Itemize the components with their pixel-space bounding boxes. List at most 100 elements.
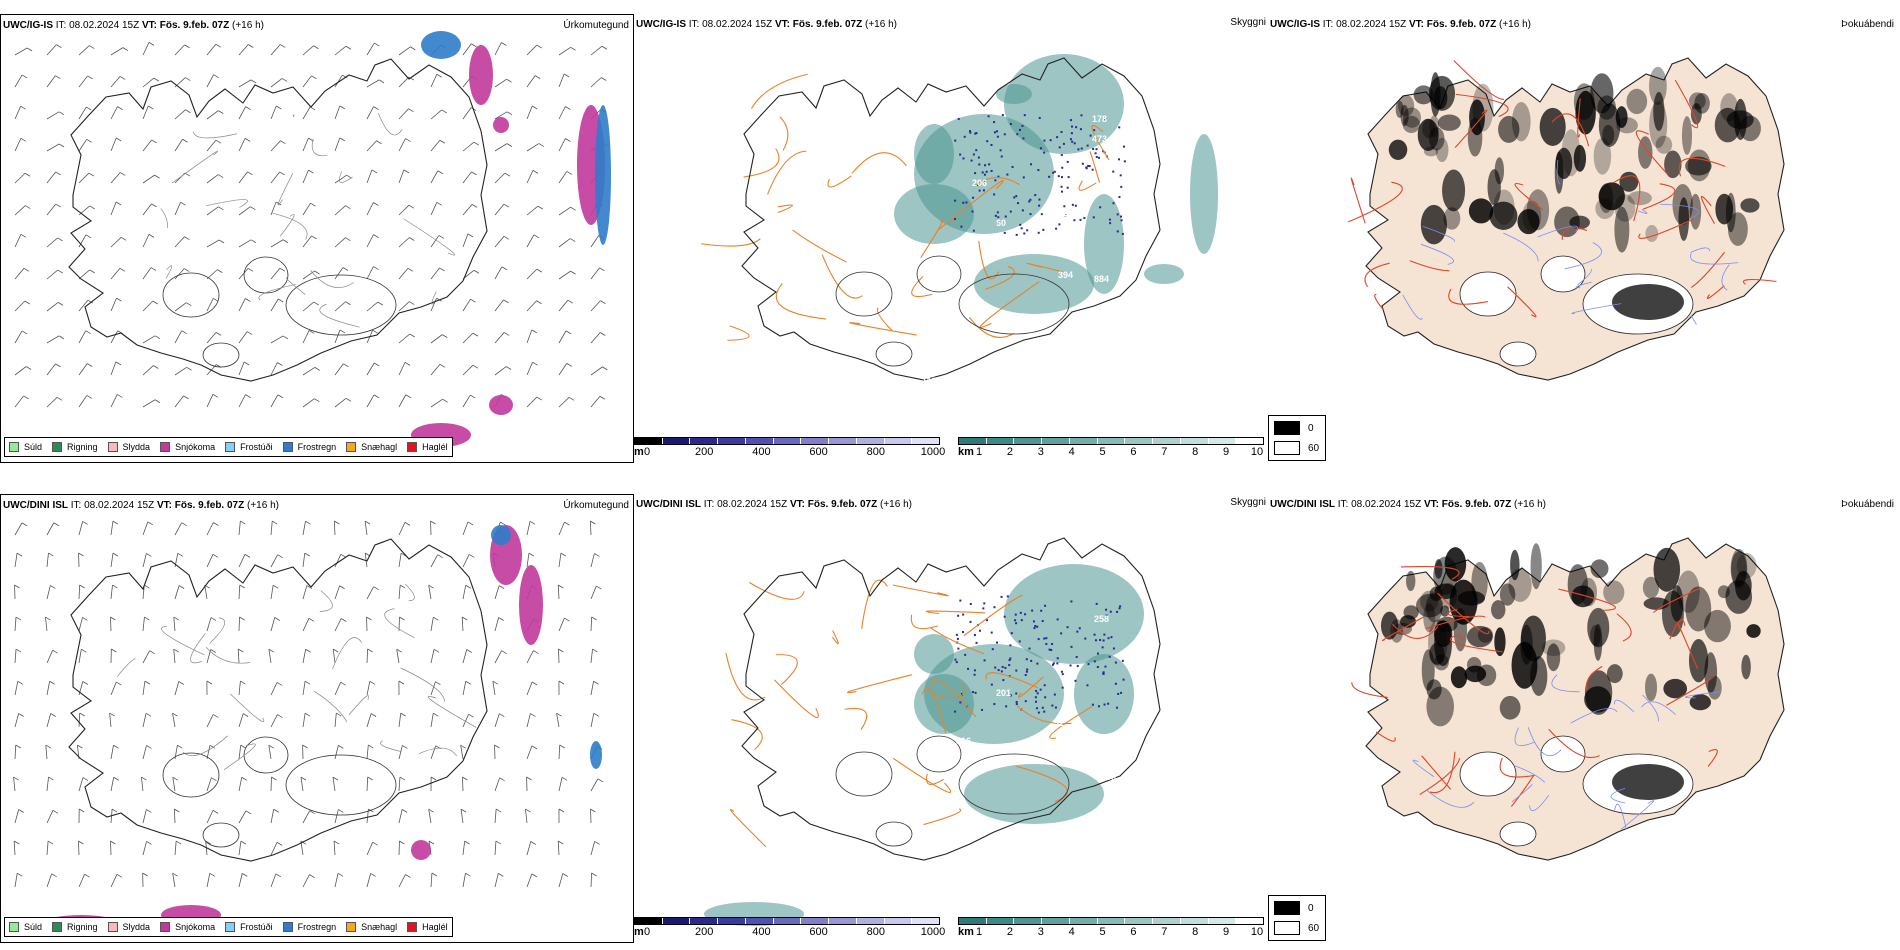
cloud-dot <box>1009 644 1012 647</box>
fog-blob <box>1554 151 1564 194</box>
precip-legend-item: Snjókoma <box>160 922 215 932</box>
cloud-dot <box>990 683 993 686</box>
fog-blob <box>1413 85 1434 105</box>
cloud-dot <box>954 658 957 661</box>
cloud-dot <box>1043 637 1046 640</box>
cloud-dot <box>1052 171 1055 174</box>
panel-corner-label: Skyggni <box>1230 497 1266 508</box>
cloud-dot <box>1015 692 1018 695</box>
cloud-dot <box>1062 142 1065 145</box>
cloud-dot <box>1120 185 1123 188</box>
cloud-dot <box>1094 639 1097 642</box>
fog-blob <box>1638 136 1653 169</box>
cloud-dot <box>1114 661 1117 664</box>
cloud-dot <box>1122 678 1125 681</box>
cloud-dot <box>1112 170 1115 173</box>
colorbar-swatch <box>690 918 719 924</box>
fog-blob <box>1649 66 1667 106</box>
cloud-dot <box>1029 198 1032 201</box>
cloud-base-label: 83 <box>1106 772 1116 782</box>
cloud-dot <box>1092 147 1095 150</box>
coastline <box>741 537 1161 861</box>
legend-swatch <box>407 442 418 452</box>
cloud-dot <box>979 629 982 632</box>
fog-blob <box>1575 90 1596 135</box>
cloud-dot <box>1109 610 1112 613</box>
colorbar-tick: 2 <box>1006 926 1013 938</box>
cloud-base-label: 60 <box>996 218 1006 228</box>
fog-blob <box>1685 156 1712 176</box>
cloud-dot <box>1026 668 1029 671</box>
fog-blob <box>1584 670 1613 715</box>
legend-label: 0 <box>1308 422 1314 434</box>
cloud-dot <box>975 641 978 644</box>
fog-blob <box>1469 99 1485 136</box>
fog-blob <box>1612 764 1684 800</box>
cloud-dot <box>983 173 986 176</box>
cloud-dot <box>1008 664 1011 667</box>
cloud-dot <box>999 149 1002 152</box>
glaciers <box>835 735 1070 847</box>
cloud-dot <box>1088 165 1091 168</box>
cloud-dot <box>1015 622 1018 625</box>
cloud-dot <box>1018 128 1021 131</box>
cloud-dot <box>1102 671 1105 674</box>
panel-corner-label: Þokuábendi <box>1841 19 1894 30</box>
colorbar-swatch <box>1236 438 1264 444</box>
cloud-dot <box>973 673 976 676</box>
colorbar-unit: m <box>634 926 644 938</box>
rivers <box>116 583 477 770</box>
fog-blob <box>1466 625 1493 648</box>
precip-map <box>13 520 604 935</box>
cloud-dot <box>1120 215 1123 218</box>
legend-swatch <box>1274 421 1300 435</box>
fog-blob <box>1472 83 1494 132</box>
fog-blob <box>1690 103 1702 125</box>
cloud-dot <box>1103 633 1106 636</box>
cloud-dot <box>1039 688 1042 691</box>
cloud-dot <box>957 117 960 120</box>
height-colorbar: m 0 200 400 600 800 1000 <box>634 437 945 459</box>
colorbar-swatch <box>1236 918 1264 924</box>
glaciers <box>162 736 397 848</box>
cloud-dot <box>1063 205 1066 208</box>
coastline <box>68 538 488 862</box>
colorbar-tick: 200 <box>695 446 714 458</box>
cloud-dot <box>1070 132 1073 135</box>
cloud-dot <box>1052 662 1055 665</box>
wind-barbs <box>14 42 608 408</box>
fog-blob <box>1433 620 1453 648</box>
cloud-dot <box>1087 663 1090 666</box>
cloud-dot <box>1083 217 1086 220</box>
colorbar-swatch <box>745 438 774 444</box>
fog-blob <box>1520 615 1546 662</box>
cloud-dot <box>1104 665 1107 668</box>
fog-blob <box>1440 605 1450 617</box>
cloud-base-label: 178 <box>1092 114 1107 124</box>
cloud-dot <box>1014 613 1017 616</box>
fog-blob <box>1434 654 1449 671</box>
cloud-dot <box>974 132 977 135</box>
cloud-dot <box>1121 659 1124 662</box>
cloud-dot <box>1015 669 1018 672</box>
cloud-dot <box>1004 666 1007 669</box>
cloud-dot <box>1096 666 1099 669</box>
fog-blob <box>1653 91 1665 132</box>
precip-legend-item: Súld <box>9 442 42 452</box>
colorbar-swatch <box>773 438 802 444</box>
cloud-dot <box>962 631 965 634</box>
cloud-dot <box>1029 213 1032 216</box>
cloud-dot <box>1021 209 1024 212</box>
fog-blob <box>1603 580 1625 605</box>
colorbar-swatch <box>662 918 691 924</box>
cloud-dot <box>1069 664 1072 667</box>
cloud-dot <box>971 210 974 213</box>
cloud-dot <box>1061 686 1064 689</box>
cloud-dot <box>988 163 991 166</box>
cloud-dot <box>955 633 958 636</box>
cloud-dot <box>1022 137 1025 140</box>
cloud-dot <box>1107 637 1110 640</box>
colorbar-swatch <box>1069 918 1098 924</box>
panel-title: UWC/IG-IS IT: 08.02.2024 15Z VT: Fös. 9.… <box>1270 19 1531 30</box>
cloud-dot <box>1006 595 1009 598</box>
